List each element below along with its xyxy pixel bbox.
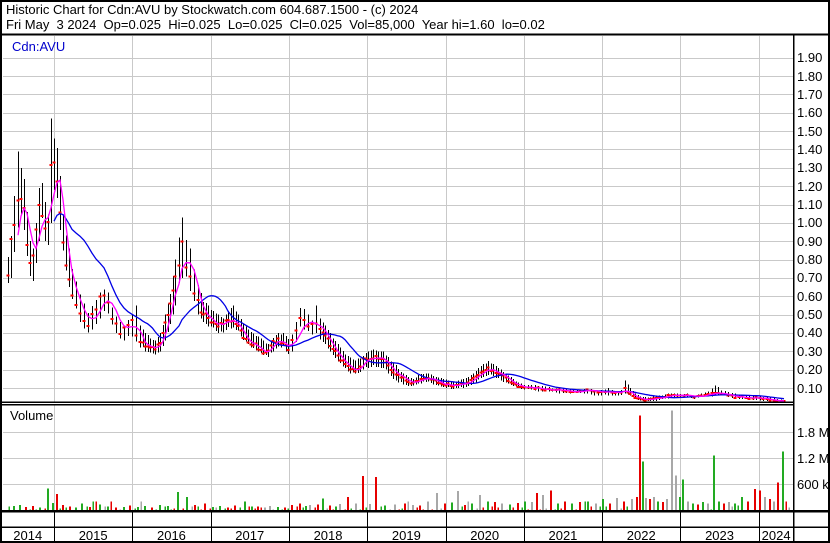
price-axis-tick: 0.80 (797, 252, 823, 268)
price-axis-tick: 0.30 (797, 343, 823, 359)
price-axis-tick: 0.50 (797, 307, 823, 323)
price-axis-tick: 1.70 (797, 86, 823, 102)
x-axis-year-label: 2023 (705, 528, 734, 543)
price-axis-tick: 0.40 (797, 325, 823, 341)
price-axis-tick: 0.60 (797, 288, 823, 304)
x-axis-year-label: 2018 (313, 528, 343, 543)
volume-axis-tick: 600 k (797, 476, 829, 492)
price-axis-tick: 1.20 (797, 178, 823, 194)
x-axis-year-label: 2016 (156, 528, 186, 543)
price-axis-tick: 1.00 (797, 215, 823, 231)
price-axis-tick: 0.90 (797, 233, 823, 249)
candlestick-series (6, 118, 786, 402)
x-axis-year-label: 2020 (470, 528, 500, 543)
price-axis-tick: 0.20 (797, 362, 823, 378)
price-axis-tick: 0.70 (797, 270, 823, 286)
price-axis-tick: 1.90 (797, 50, 823, 66)
volume-pane-label: Volume (10, 408, 54, 423)
x-axis-year-label: 2021 (548, 528, 578, 543)
gridlines (3, 36, 794, 511)
price-axis-tick: 1.30 (797, 160, 823, 176)
price-axis-tick: 1.40 (797, 141, 823, 157)
x-axis-year-label: 2015 (78, 528, 108, 543)
price-axis-tick: 0.10 (797, 380, 823, 396)
x-axis-year-label: 2019 (391, 528, 421, 543)
x-axis-year-label: 2017 (235, 528, 265, 543)
header-quote-line: Fri May 3 2024 Op=0.025 Hi=0.025 Lo=0.02… (6, 17, 545, 32)
x-axis-year-label: 2014 (13, 528, 43, 543)
ma-slow-line (53, 212, 785, 400)
ma-fast-line (17, 178, 784, 402)
price-axis-tick: 1.80 (797, 68, 823, 84)
symbol-label: Cdn:AVU (12, 39, 66, 54)
volume-axis-tick: 1.2 M (797, 450, 830, 466)
volume-axis-tick: 1.8 M (797, 424, 830, 440)
x-axis-year-label: 2022 (626, 528, 656, 543)
header-title: Historic Chart for Cdn:AVU by Stockwatch… (6, 2, 419, 17)
price-axis-tick: 1.10 (797, 197, 823, 212)
volume-series (8, 410, 790, 511)
x-axis-year-label: 2024 (761, 528, 791, 543)
price-axis-tick: 1.50 (797, 123, 823, 139)
price-axis-tick: 1.60 (797, 105, 823, 121)
